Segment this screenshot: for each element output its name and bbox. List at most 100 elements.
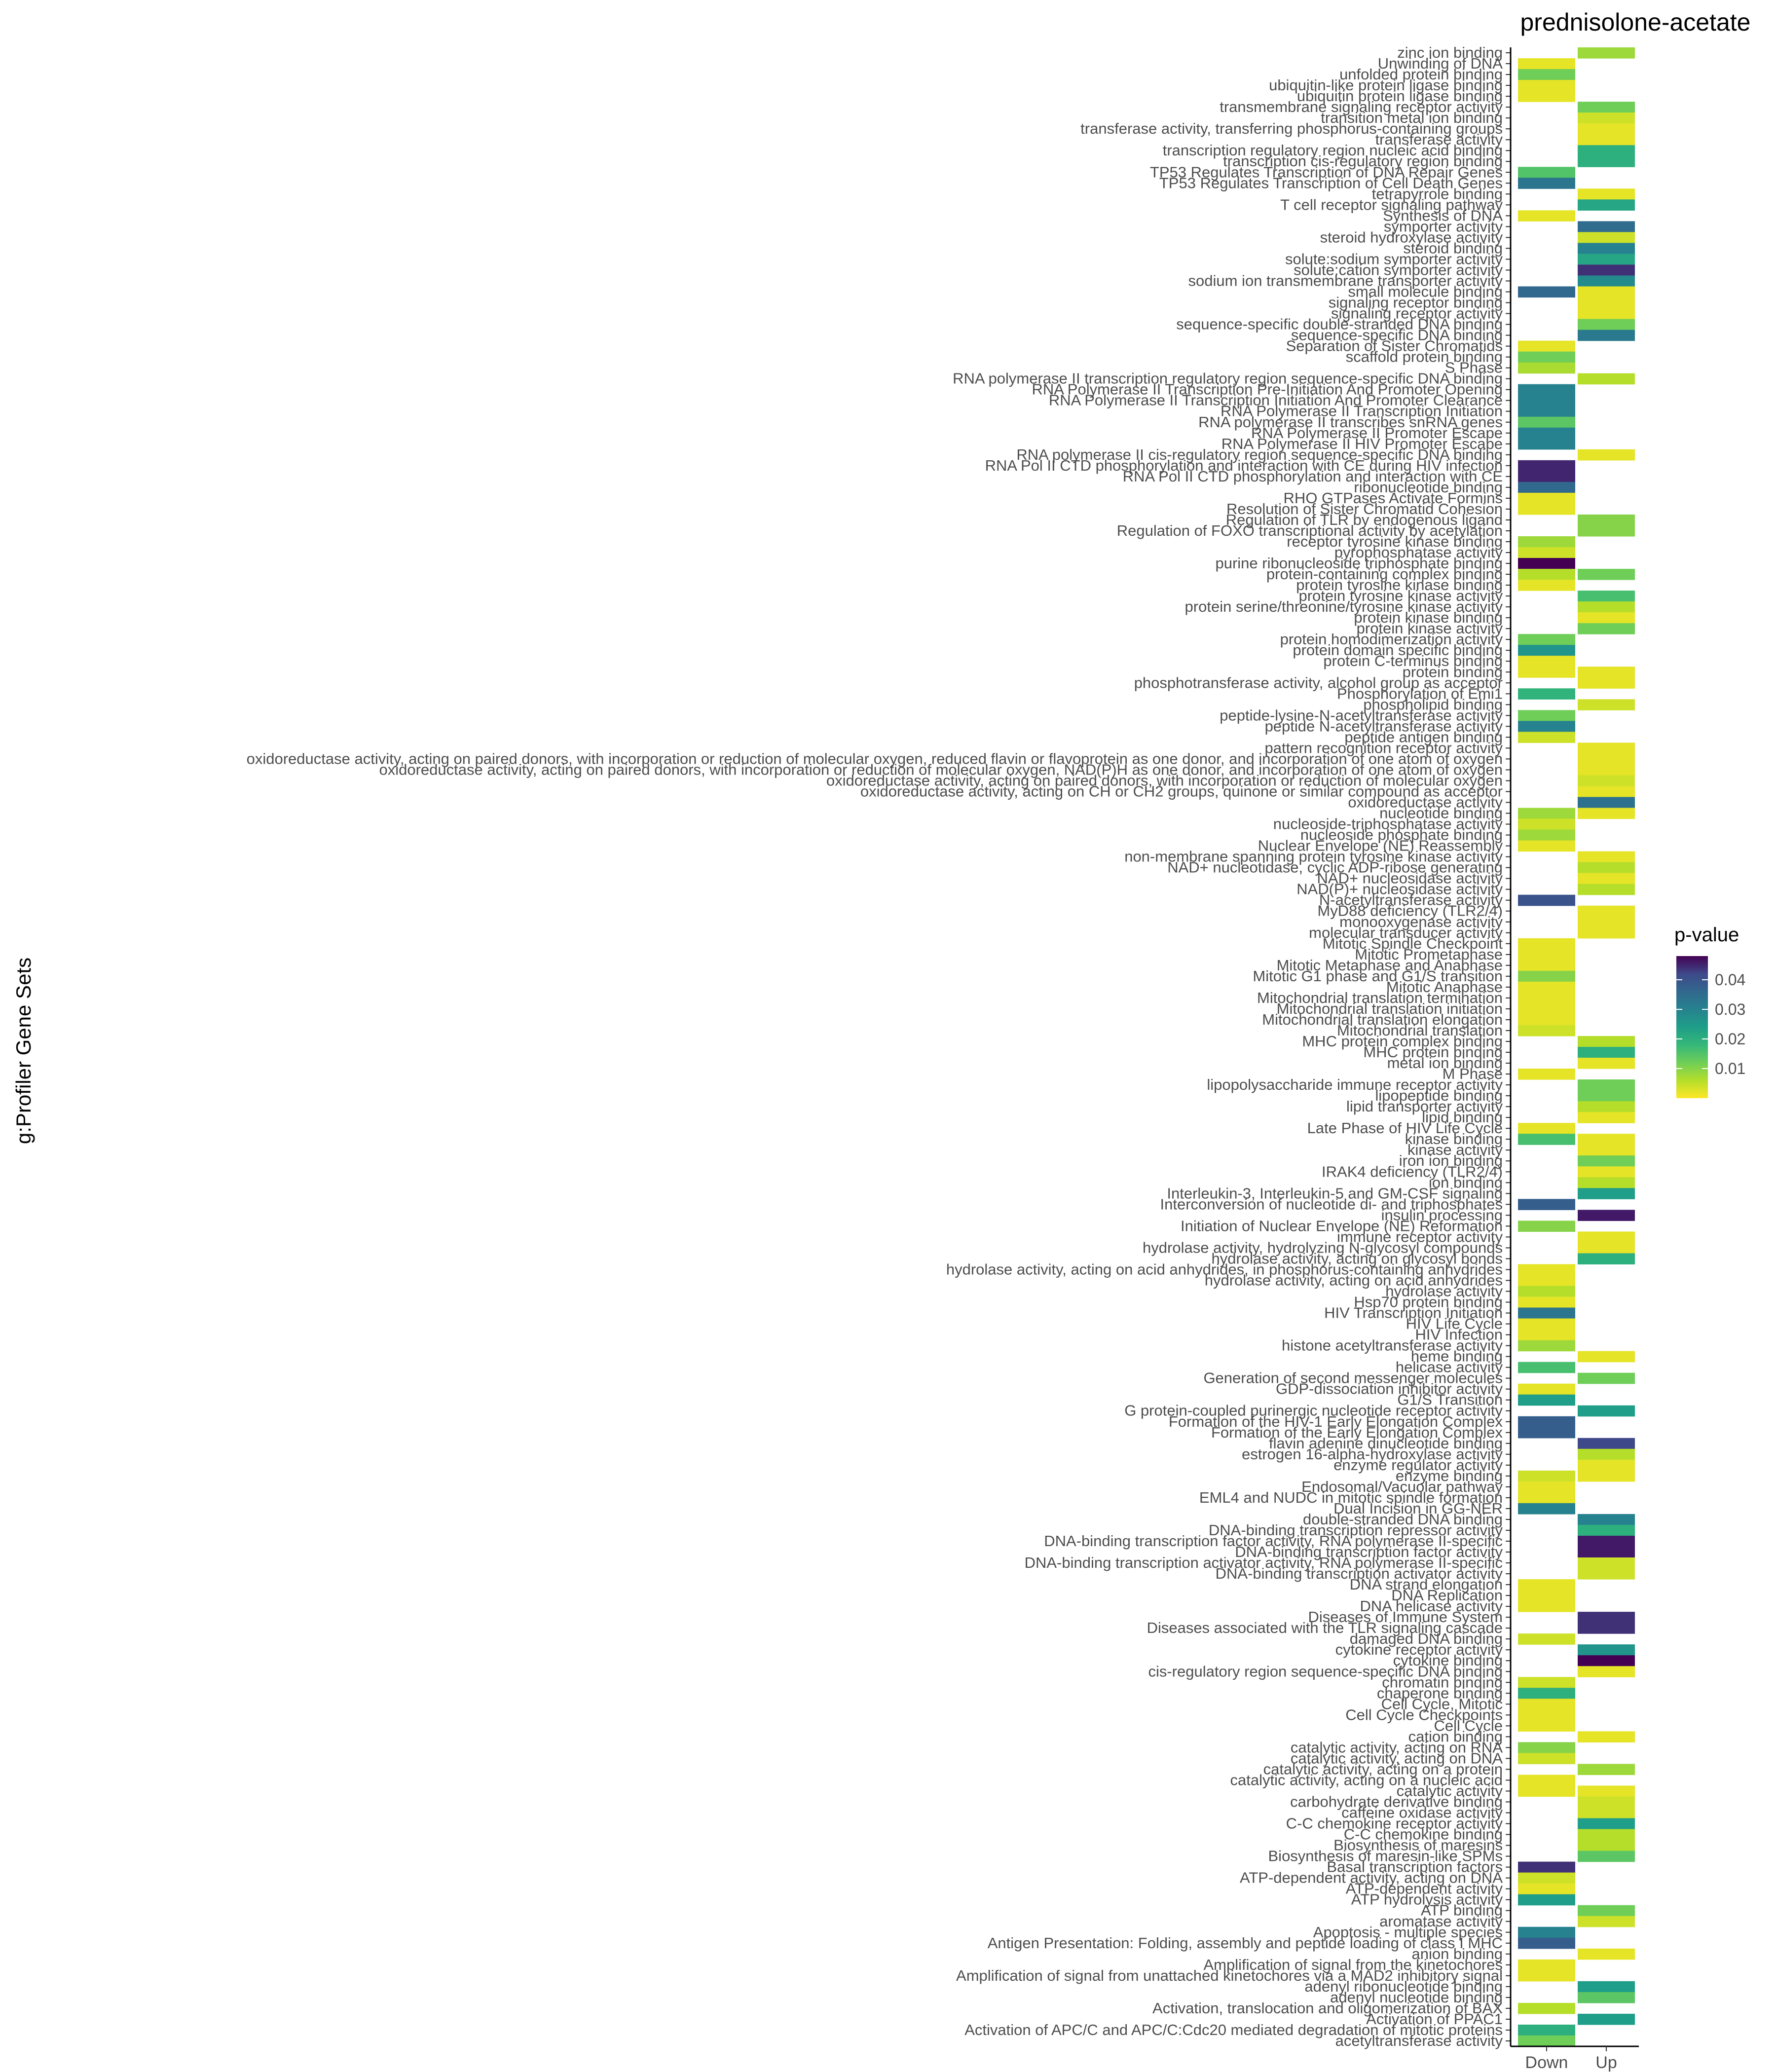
row-label: signaling receptor activity xyxy=(1331,305,1503,322)
heatmap-cell-up xyxy=(1578,330,1635,341)
heatmap-cell-up xyxy=(1578,1829,1635,1841)
row-label: Synthesis of DNA xyxy=(1383,207,1503,224)
heatmap-cell-down xyxy=(1518,492,1575,504)
heatmap-cell-down xyxy=(1518,1883,1575,1895)
heatmap-cell-up xyxy=(1578,1210,1635,1221)
row-label: ubiquitin-like protein ligase binding xyxy=(1269,76,1503,94)
row-label: HIV Transcription Initiation xyxy=(1324,1304,1503,1322)
row-label: flavin adenine dinucleotide binding xyxy=(1269,1435,1503,1452)
heatmap-cell-up xyxy=(1578,1155,1635,1167)
heatmap-cell-up xyxy=(1578,319,1635,331)
row-label: Mitotic Metaphase and Anaphase xyxy=(1277,957,1503,974)
heatmap-cell-down xyxy=(1518,481,1575,493)
row-label: pyrophosphatase activity xyxy=(1334,544,1503,561)
row-label: sodium ion transmembrane transporter act… xyxy=(1188,272,1503,289)
x-tick-label-up: Up xyxy=(1595,2053,1617,2072)
heatmap-cell-down xyxy=(1518,536,1575,548)
heatmap-cell-up xyxy=(1578,102,1635,113)
row-label: purine ribonucleoside triphosphate bindi… xyxy=(1215,555,1503,572)
row-label: chromatin binding xyxy=(1382,1673,1503,1691)
row-label: ATP-dependent activity xyxy=(1346,1880,1503,1897)
row-label: oxidoreductase activity, acting on paire… xyxy=(247,750,1503,767)
row-label: Initiation of Nuclear Envelope (NE) Refo… xyxy=(1181,1217,1503,1234)
heatmap-cell-up xyxy=(1578,808,1635,819)
heatmap-cell-down xyxy=(1518,416,1575,428)
row-label: protein-containing complex binding xyxy=(1266,565,1503,583)
legend-tick-label: 0.03 xyxy=(1715,1000,1745,1018)
heatmap-cell-down xyxy=(1518,645,1575,656)
heatmap-cell-up xyxy=(1578,1655,1635,1666)
row-label: protein binding xyxy=(1403,663,1503,680)
row-label: protein C-terminus binding xyxy=(1323,652,1503,669)
row-label: HIV Infection xyxy=(1415,1326,1503,1343)
row-label: protein tyrosine kinase binding xyxy=(1296,576,1503,593)
row-label: tetrapyrrole binding xyxy=(1372,185,1503,202)
heatmap-cell-up xyxy=(1578,1188,1635,1199)
row-label: Hsp70 protein binding xyxy=(1354,1294,1503,1311)
heatmap-cell-up xyxy=(1578,145,1635,156)
row-label: estrogen 16-alpha-hydroxylase activity xyxy=(1242,1445,1503,1463)
row-label: insulin processing xyxy=(1381,1206,1503,1223)
row-label: Cell Cycle, Mitotic xyxy=(1381,1695,1503,1712)
heatmap-cell-down xyxy=(1518,2002,1575,2014)
heatmap-cell-up xyxy=(1578,786,1635,798)
row-label: cytokine receptor activity xyxy=(1335,1641,1503,1658)
heatmap-cell-down xyxy=(1518,1025,1575,1036)
legend-ticks: 0.01 0.02 0.03 0.04 xyxy=(1676,971,1745,1077)
heatmap-cell-up xyxy=(1578,1372,1635,1384)
row-label: Amplification of signal from the kinetoc… xyxy=(1203,1956,1503,1973)
row-label: catalytic activity xyxy=(1397,1782,1503,1799)
heatmap-cell-up xyxy=(1578,1905,1635,1917)
row-label: Mitochondrial translation initiation xyxy=(1277,1000,1503,1017)
heatmap-cell-down xyxy=(1518,1970,1575,1982)
row-label: DNA-binding transcription factor activit… xyxy=(1235,1543,1503,1560)
row-label: Interconversion of nucleotide di- and tr… xyxy=(1160,1195,1503,1213)
row-label: transferase activity, transferring phosp… xyxy=(1080,120,1503,137)
row-label: G1/S Transition xyxy=(1397,1391,1503,1408)
heatmap-cell-down xyxy=(1518,91,1575,102)
heatmap-cell-up xyxy=(1578,1253,1635,1265)
heatmap-cell-down xyxy=(1518,1709,1575,1721)
row-label: adenyl nucleotide binding xyxy=(1330,1989,1503,2006)
row-label: Diseases of Immune System xyxy=(1308,1608,1503,1626)
row-label: solute:sodium symporter activity xyxy=(1285,250,1503,267)
heatmap-cell-up xyxy=(1578,1177,1635,1188)
row-label: catalytic activity, acting on a nucleic … xyxy=(1230,1771,1503,1788)
heatmap-cell-up xyxy=(1578,308,1635,320)
heatmap-cell-up xyxy=(1578,1524,1635,1536)
row-label: Regulation of TLR by endogenous ligand xyxy=(1226,511,1503,528)
heatmap-cell-up xyxy=(1578,1079,1635,1091)
row-label: histone acetyltransferase activity xyxy=(1282,1337,1503,1354)
row-label: aromatase activity xyxy=(1379,1913,1503,1930)
heatmap-cell-down xyxy=(1518,362,1575,374)
heatmap-cell-up xyxy=(1578,1612,1635,1623)
row-label: Late Phase of HIV Life Cycle xyxy=(1307,1119,1503,1137)
row-label: sequence-specific double-stranded DNA bi… xyxy=(1176,316,1503,333)
row-label: Generation of second messenger molecules xyxy=(1203,1369,1503,1387)
heatmap-cell-down xyxy=(1518,1492,1575,1504)
heatmap-cell-down xyxy=(1518,1318,1575,1330)
heatmap-cell-down xyxy=(1518,1134,1575,1145)
heatmap-cell-up xyxy=(1578,884,1635,895)
row-label: oxidoreductase activity xyxy=(1348,794,1503,811)
heatmap-cell-down xyxy=(1518,547,1575,558)
heatmap-cell-up xyxy=(1578,1666,1635,1677)
row-label: cytokine binding xyxy=(1393,1652,1503,1669)
row-label: NAD+ nucleosidase activity xyxy=(1317,870,1503,887)
heatmap-cell-up xyxy=(1578,1623,1635,1634)
heatmap-cell-up xyxy=(1578,601,1635,613)
heatmap-cell-up xyxy=(1578,1166,1635,1178)
heatmap-cell-up xyxy=(1578,373,1635,385)
row-label: Unwinding of DNA xyxy=(1378,55,1503,72)
heatmap-cell-down xyxy=(1518,1633,1575,1645)
heatmap-cell-up xyxy=(1578,1405,1635,1417)
heatmap-cell-up xyxy=(1578,1134,1635,1145)
heatmap-cell-down xyxy=(1518,1601,1575,1612)
heatmap-cell-down xyxy=(1518,1742,1575,1754)
row-label: ATP-dependent activity, acting on DNA xyxy=(1240,1869,1503,1887)
row-label: Biosynthesis of maresins xyxy=(1333,1837,1503,1854)
row-label: nucleoside-triphosphatase activity xyxy=(1273,815,1503,833)
heatmap-cell-up xyxy=(1578,1764,1635,1776)
heatmap-cell-down xyxy=(1518,286,1575,298)
legend-tick-label: 0.02 xyxy=(1715,1030,1745,1048)
